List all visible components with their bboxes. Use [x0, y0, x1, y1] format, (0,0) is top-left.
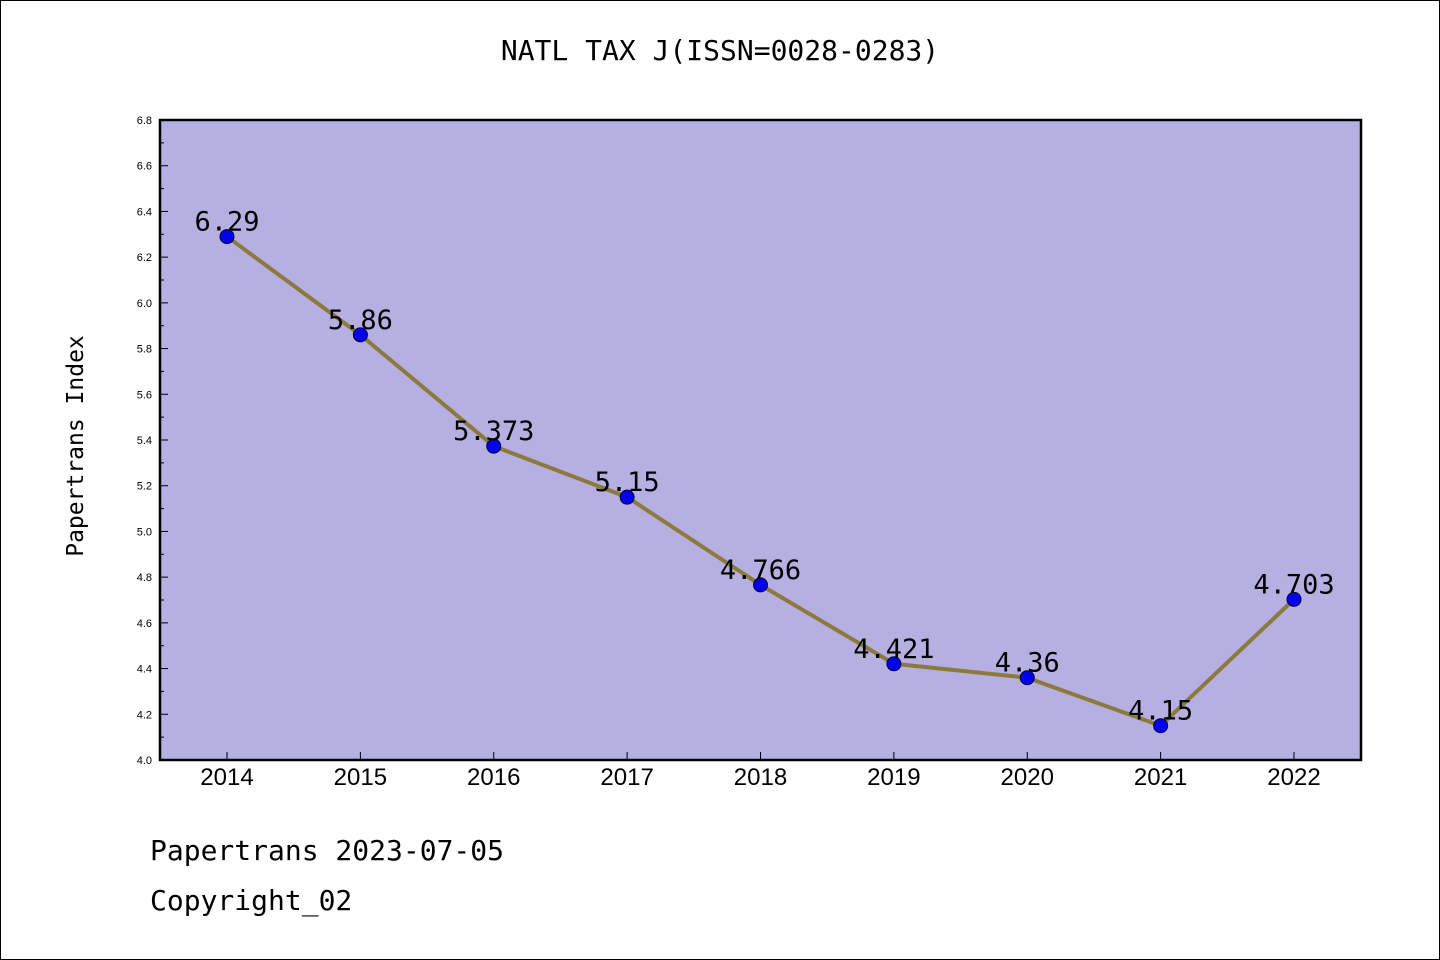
y-tick-label: 4.6	[137, 618, 152, 630]
plot-border	[158, 118, 1363, 762]
y-tick-label: 5.0	[137, 526, 152, 538]
data-point	[1019, 670, 1035, 686]
data-label: 4.15	[1128, 696, 1193, 727]
data-label: 4.703	[1253, 569, 1334, 600]
y-tick-label: 6.4	[137, 206, 152, 218]
data-point	[219, 229, 235, 245]
data-label: 6.29	[194, 207, 259, 238]
x-tick-label: 2015	[334, 764, 387, 791]
footer-date-line: Papertrans 2023-07-05	[150, 834, 505, 867]
data-point	[352, 327, 368, 343]
y-tick-label: 5.2	[137, 481, 152, 493]
chart-title: NATL TAX J(ISSN=0028-0283)	[500, 34, 940, 67]
y-tick-label: 4.2	[137, 709, 152, 721]
y-tick-label: 5.4	[137, 435, 152, 447]
data-label: 4.421	[853, 634, 934, 665]
y-tick-label: 6.8	[137, 115, 152, 127]
y-tick-label: 4.4	[137, 664, 152, 676]
data-point	[753, 577, 768, 593]
y-tick-label: 5.8	[137, 344, 152, 356]
y-tick-label: 4.0	[137, 755, 152, 767]
y-tick-label: 4.8	[137, 572, 152, 584]
data-point	[619, 489, 635, 505]
x-tick-label: 2014	[200, 764, 253, 791]
y-tick-label: 6.2	[137, 252, 152, 264]
data-label: 5.86	[328, 305, 393, 336]
data-point	[886, 656, 902, 672]
data-point	[1153, 718, 1169, 734]
x-tick-label: 2019	[867, 764, 920, 791]
x-tick-label: 2022	[1267, 764, 1320, 791]
data-label: 5.373	[453, 416, 534, 447]
data-point	[486, 438, 502, 454]
x-tick-label: 2017	[600, 764, 653, 791]
data-label: 4.766	[720, 555, 801, 586]
y-tick-label: 6.6	[137, 161, 152, 173]
y-tick-label: 6.0	[137, 298, 152, 310]
data-label: 5.15	[595, 467, 660, 498]
data-point	[1286, 591, 1302, 607]
x-tick-label: 2020	[1001, 764, 1054, 791]
x-tick-label: 2016	[467, 764, 520, 791]
x-tick-label: 2021	[1134, 764, 1187, 791]
y-tick-label: 5.6	[137, 389, 152, 401]
plot-background	[160, 120, 1361, 760]
data-label: 4.36	[995, 648, 1060, 679]
footer-copyright: Copyright_02	[150, 884, 353, 917]
x-tick-label: 2018	[734, 764, 787, 791]
